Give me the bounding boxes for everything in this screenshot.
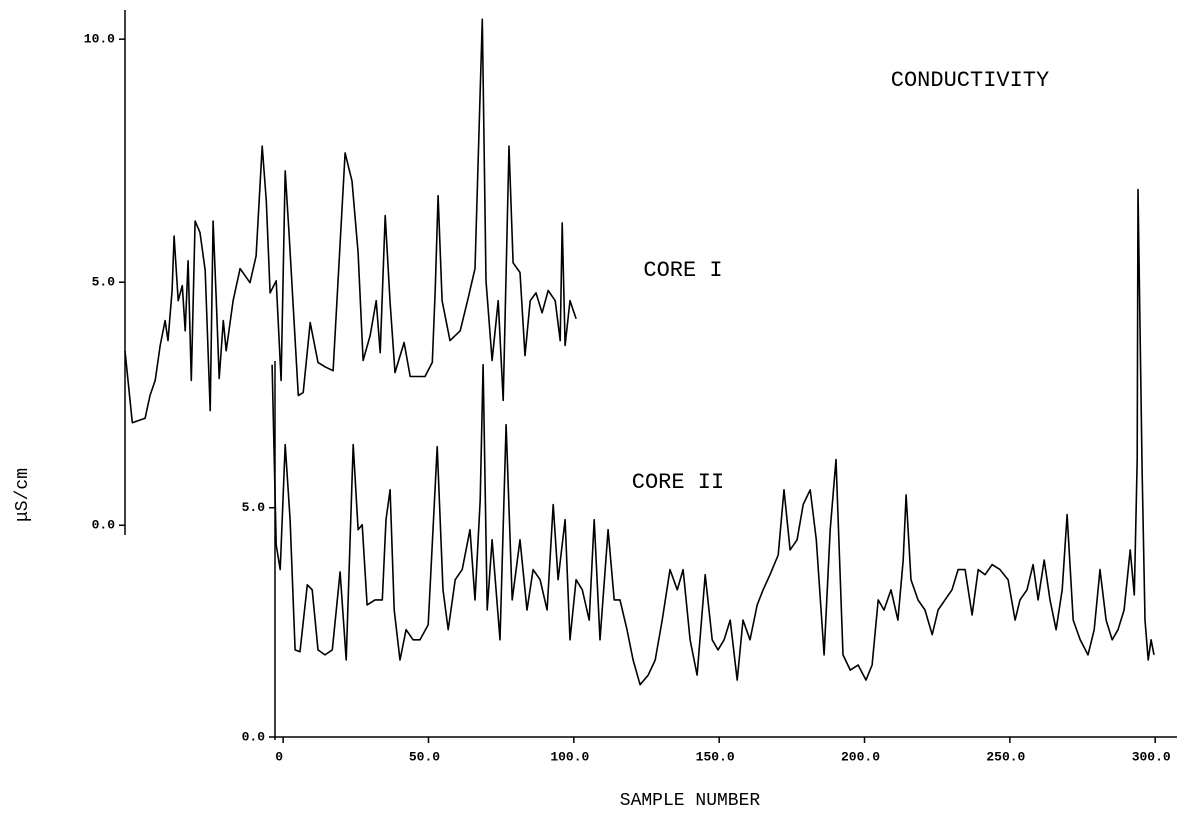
series-label: CORE II: [632, 470, 724, 495]
series-line: [124, 18, 577, 424]
chart-title: CONDUCTIVITY: [891, 68, 1049, 93]
y-tick-label: 0.0: [92, 518, 116, 533]
x-tick-label: 100.0: [550, 749, 589, 764]
x-tick-label: 0: [275, 749, 283, 764]
x-tick-label: 50.0: [409, 749, 440, 764]
series-label: CORE I: [643, 258, 722, 283]
x-tick-label: 250.0: [986, 749, 1025, 764]
x-tick-label: 150.0: [696, 749, 735, 764]
y-tick-label: 10.0: [84, 32, 115, 47]
series-line: [271, 188, 1155, 686]
y-axis-label: μS/cm: [13, 468, 33, 522]
y-tick-label: 5.0: [92, 275, 116, 290]
x-axis-label: SAMPLE NUMBER: [620, 791, 761, 811]
y-tick-label: 0.0: [242, 729, 266, 744]
x-tick-label: 200.0: [841, 749, 880, 764]
x-tick-label: 300.0: [1132, 749, 1171, 764]
y-tick-label: 5.0: [242, 500, 266, 515]
